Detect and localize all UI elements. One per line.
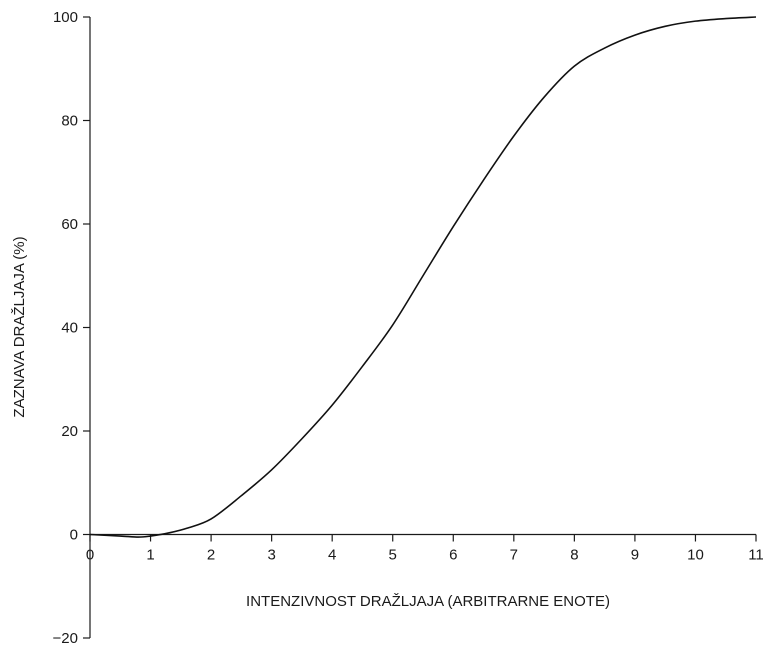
x-axis-title: INTENZIVNOST DRAŽLJAJA (ARBITRARNE ENOTE… [246, 593, 610, 610]
x-tick-label: 9 [631, 547, 639, 564]
x-tick-label: 2 [207, 547, 215, 564]
x-tick-label: 5 [389, 547, 397, 564]
y-tick-label: 100 [53, 9, 78, 26]
x-axis-ticks: 0 1 2 3 4 5 6 7 8 9 10 11 [86, 534, 764, 564]
y-tick-label: 0 [70, 527, 78, 544]
y-tick-label: 20 [61, 423, 78, 440]
y-tick-label: 80 [61, 113, 78, 130]
x-tick-label: 10 [687, 547, 704, 564]
x-tick-label: 6 [449, 547, 457, 564]
y-tick-label: 60 [61, 216, 78, 233]
x-tick-label: 11 [748, 547, 764, 564]
x-tick-label: 3 [267, 547, 275, 564]
series-line [89, 16, 757, 538]
x-tick-label: 4 [328, 547, 336, 564]
x-tick-label: 7 [510, 547, 518, 564]
y-axis-title: ZAZNAVA DRAŽLJAJA (%) [11, 236, 28, 417]
x-tick-label: 1 [146, 547, 154, 564]
y-axis-ticks: −20 0 20 40 60 80 100 [53, 9, 90, 645]
y-tick-label: 40 [61, 320, 78, 337]
x-tick-label: 8 [570, 547, 578, 564]
y-tick-label: −20 [53, 630, 78, 645]
